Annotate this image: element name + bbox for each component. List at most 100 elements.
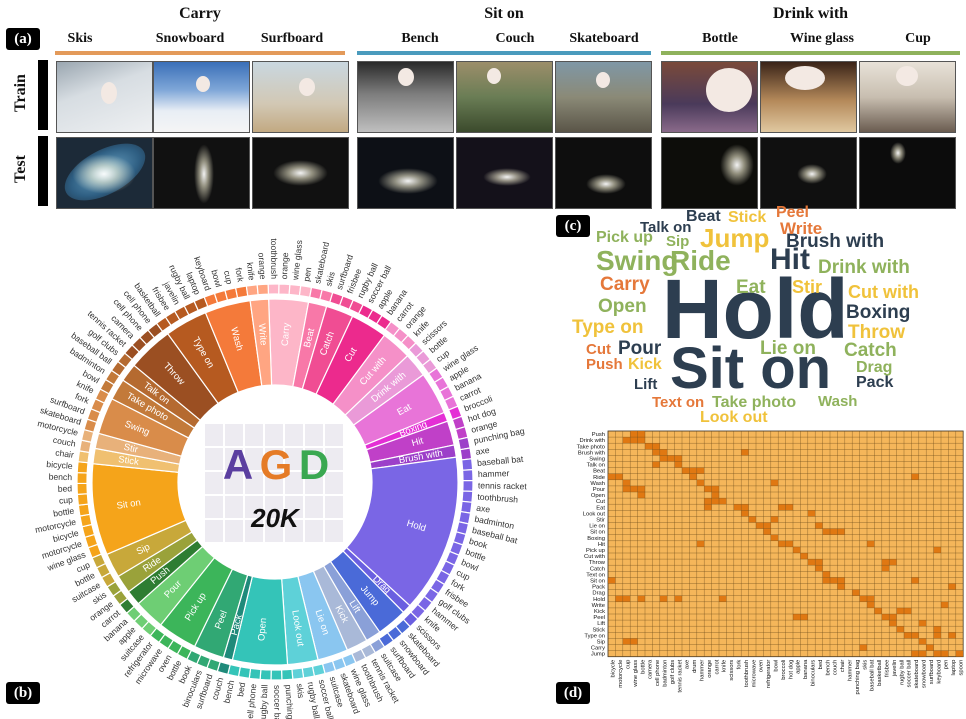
matrix-link-cell bbox=[645, 443, 653, 450]
matrix-link-cell bbox=[911, 650, 919, 657]
collage-tile bbox=[305, 448, 323, 470]
matrix-col-label: scissors bbox=[729, 660, 735, 681]
object-segment bbox=[301, 665, 316, 679]
word-cloud-word: Lie on bbox=[760, 338, 816, 359]
word-cloud-word: Swing bbox=[596, 245, 679, 276]
matrix-row-label: Sit on bbox=[590, 530, 605, 536]
matrix-col-label: banana bbox=[803, 659, 809, 679]
object-label: cup bbox=[59, 495, 74, 506]
matrix-row-label: Look out bbox=[583, 511, 606, 517]
object-label: hammer bbox=[478, 468, 510, 479]
matrix-link-cell bbox=[793, 614, 801, 621]
matrix-link-cell bbox=[711, 485, 719, 492]
matrix-link-cell bbox=[704, 485, 712, 492]
test-image bbox=[859, 137, 956, 209]
test-image bbox=[661, 137, 758, 209]
object-segment bbox=[461, 490, 474, 503]
dataset-title-letter: D bbox=[299, 441, 329, 488]
matrix-link-cell bbox=[659, 455, 668, 462]
matrix-row-label: Kick bbox=[594, 609, 605, 615]
collage-tile bbox=[265, 496, 283, 518]
matrix-row-label: Beat bbox=[593, 469, 605, 475]
collage-tile bbox=[225, 424, 243, 446]
affordance-heatmap bbox=[890, 142, 906, 164]
matrix-row-label: Eat bbox=[596, 505, 605, 511]
matrix-link-cell bbox=[667, 455, 675, 462]
panel-label-b: (b) bbox=[6, 682, 40, 704]
matrix-link-cell bbox=[867, 601, 875, 608]
matrix-link-cell bbox=[682, 467, 690, 474]
affordance-heatmap bbox=[72, 154, 136, 194]
collage-tile bbox=[205, 424, 223, 446]
matrix-link-cell bbox=[756, 522, 764, 529]
matrix-col-label: fork bbox=[737, 660, 743, 670]
collage-tile bbox=[225, 496, 243, 518]
matrix-col-label: camera bbox=[648, 659, 654, 679]
dataset-title-letter: G bbox=[260, 441, 293, 488]
word-cloud-word: Stick bbox=[728, 209, 767, 226]
test-row-bar bbox=[38, 136, 48, 206]
train-image bbox=[760, 61, 857, 133]
category-label: Cup bbox=[905, 31, 931, 46]
collage-tile bbox=[265, 424, 283, 446]
matrix-col-label: keyboard bbox=[936, 660, 942, 684]
matrix-row-label: Boxing bbox=[587, 536, 605, 542]
group-title: Drink with bbox=[772, 5, 849, 22]
blurred-face bbox=[299, 78, 315, 96]
affordance-heatmap bbox=[273, 160, 328, 186]
matrix-col-label: skateboard bbox=[914, 660, 920, 689]
matrix-link-cell bbox=[933, 626, 941, 633]
matrix-link-cell bbox=[696, 479, 705, 486]
matrix-link-cell bbox=[608, 577, 616, 584]
matrix-row-label: Jump bbox=[591, 652, 605, 658]
collage-tile bbox=[325, 424, 343, 446]
matrix-row-label: Peel bbox=[593, 615, 605, 621]
group-underline bbox=[661, 51, 960, 55]
object-label: bicycle bbox=[46, 459, 73, 471]
blurred-face bbox=[487, 68, 501, 84]
matrix-col-label: bicycle bbox=[611, 660, 617, 678]
matrix-link-cell bbox=[630, 638, 638, 645]
matrix-row-label: Sip bbox=[597, 639, 605, 645]
matrix-link-cell bbox=[911, 632, 919, 639]
matrix-link-cell bbox=[889, 614, 897, 621]
panel-label-c: (c) bbox=[556, 215, 590, 237]
matrix-link-cell bbox=[889, 620, 897, 627]
matrix-link-cell bbox=[889, 559, 897, 566]
matrix-row-label: Drag bbox=[592, 591, 605, 597]
matrix-link-cell bbox=[711, 498, 719, 505]
matrix-link-cell bbox=[763, 522, 771, 529]
matrix-col-label: baseball bat bbox=[870, 659, 876, 691]
object-segment bbox=[248, 667, 262, 681]
blurred-face bbox=[896, 66, 918, 86]
word-cloud-word: Stir bbox=[792, 277, 823, 297]
word-cloud-word: Ride bbox=[670, 245, 731, 276]
matrix-link-cell bbox=[859, 644, 867, 651]
matrix-col-label: snowboard bbox=[922, 660, 928, 688]
matrix-row-label: Ride bbox=[593, 475, 605, 481]
word-cloud-word: Take photo bbox=[712, 394, 797, 411]
matrix-col-label: drum bbox=[692, 660, 698, 673]
matrix-link-cell bbox=[881, 614, 890, 621]
matrix-link-cell bbox=[630, 485, 638, 492]
object-segment bbox=[76, 482, 89, 495]
matrix-col-label: apple bbox=[796, 660, 802, 674]
object-segment bbox=[234, 285, 249, 299]
object-label: punching bag bbox=[283, 684, 296, 719]
matrix-link-cell bbox=[622, 638, 631, 645]
object-label: cell phone bbox=[244, 683, 258, 719]
matrix-link-cell bbox=[674, 461, 682, 468]
collage-tile bbox=[205, 448, 223, 470]
matrix-link-cell bbox=[689, 467, 697, 474]
matrix-link-cell bbox=[948, 632, 956, 639]
object-segment bbox=[462, 479, 474, 493]
category-label: Surfboard bbox=[260, 31, 324, 46]
group-underline bbox=[357, 51, 651, 55]
affordance-slice bbox=[249, 298, 273, 387]
matrix-col-label: pen bbox=[944, 660, 950, 670]
matrix-link-cell bbox=[719, 595, 727, 602]
matrix-col-label: hot dog bbox=[788, 660, 794, 679]
object-label: bowl bbox=[209, 268, 224, 288]
matrix-link-cell bbox=[741, 504, 749, 511]
category-label: Couch bbox=[495, 31, 535, 46]
